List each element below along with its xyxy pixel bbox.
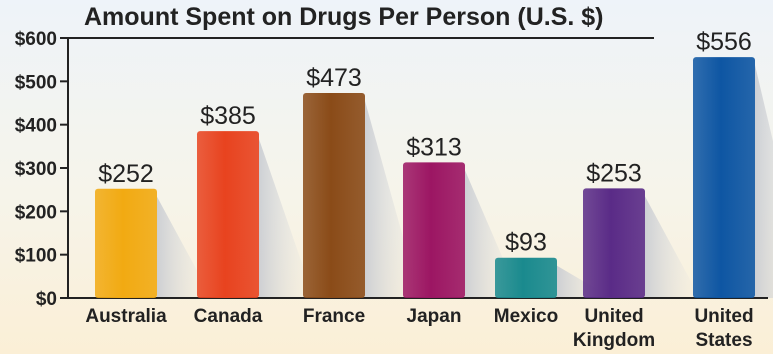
value-label: $253	[586, 159, 642, 187]
y-tick-label: $300	[15, 159, 57, 180]
bars	[95, 57, 755, 299]
x-tick-label: United Kingdom	[573, 306, 655, 351]
y-tick-label: $100	[15, 246, 57, 267]
y-tick-label: $400	[15, 116, 57, 137]
x-tick-label: United States	[694, 306, 753, 351]
bar-canada	[197, 131, 259, 298]
y-tick-label: $500	[15, 72, 57, 93]
bar-japan	[403, 162, 465, 298]
value-label: $556	[696, 28, 752, 56]
value-label: $473	[306, 64, 362, 92]
y-tick-label: $600	[15, 29, 57, 50]
value-label: $313	[406, 133, 462, 161]
axis: $0 $100 $200 $300 $400 $500 $600	[15, 29, 768, 310]
bar-shadow	[259, 139, 314, 298]
y-tick-label: $0	[36, 289, 57, 310]
bar-australia	[95, 188, 157, 298]
chart-title: Amount Spent on Drugs Per Person (U.S. $…	[84, 3, 604, 31]
bar-united-states	[693, 57, 755, 298]
x-tick-label: Japan	[407, 306, 462, 327]
bar-france	[303, 93, 365, 299]
labels: $252 Australia $385 Canada $473 France $313 Jap…	[85, 28, 753, 351]
y-tick-label: $200	[15, 202, 57, 223]
x-tick-label: Canada	[194, 306, 263, 327]
value-label: $93	[505, 229, 547, 257]
bar-shadow	[645, 196, 700, 298]
bar-united-kingdom	[583, 188, 645, 298]
bar-shadow	[755, 65, 773, 298]
x-tick-label: France	[303, 306, 365, 327]
value-label: $252	[98, 160, 154, 188]
x-tick-label: Australia	[85, 306, 167, 327]
value-label: $385	[200, 102, 256, 130]
bar-mexico	[495, 257, 557, 298]
x-tick-label: Mexico	[494, 306, 558, 327]
